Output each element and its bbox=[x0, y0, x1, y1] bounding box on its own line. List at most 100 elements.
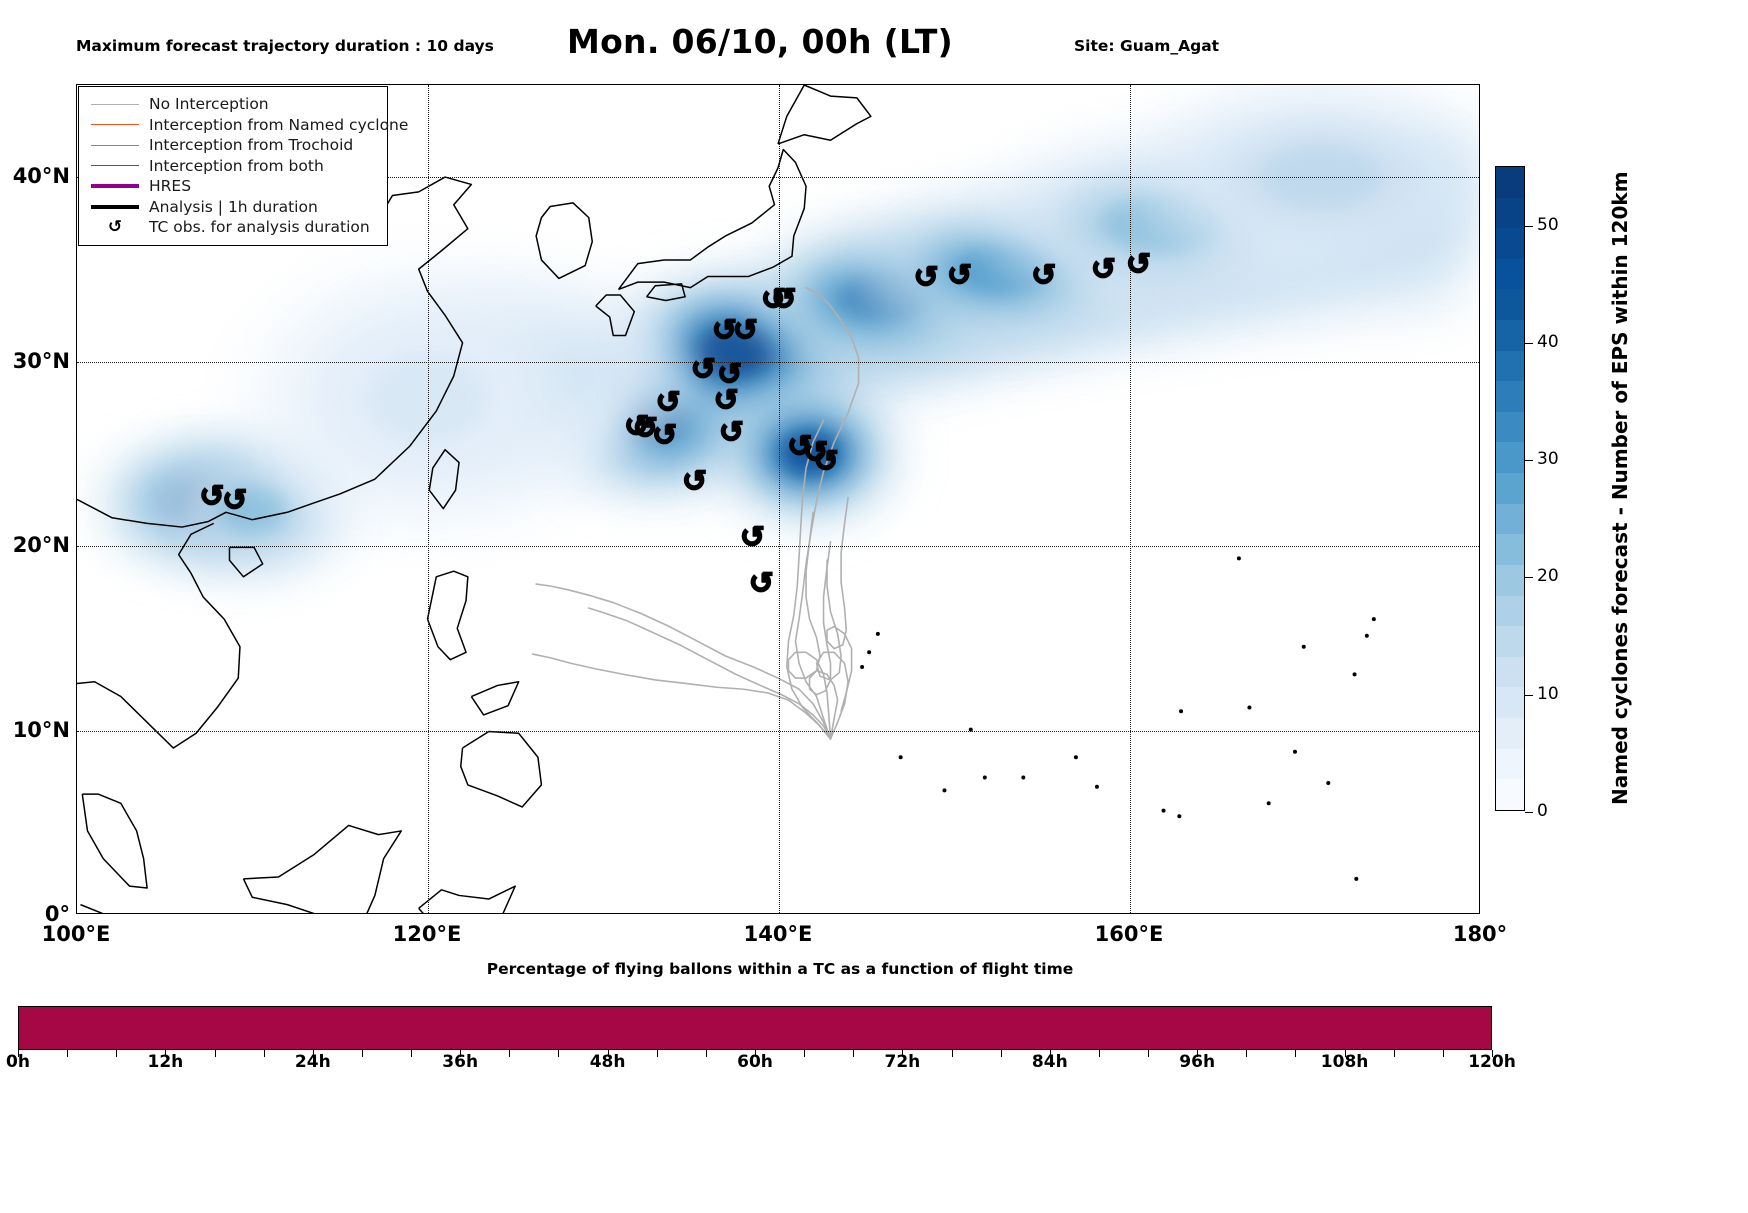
gridline-lon-120 bbox=[428, 85, 429, 913]
flight-time-minor-tick bbox=[755, 1050, 756, 1057]
tc-marker: ↺ bbox=[748, 565, 775, 601]
coastline-segment-13 bbox=[470, 680, 520, 716]
colorbar-segment-6 bbox=[1496, 595, 1524, 627]
map-panel[interactable]: ↺ ↺ ↺ ↺ ↺ ↺ ↺ ↺ ↺ ↺ ↺ ↺ ↺ ↺ ↺ ↺ ↺ ↺ ↺ ↺ ↺ ↺ ↺ ↺ ↺ bbox=[76, 84, 1480, 914]
legend-line-swatch bbox=[91, 204, 139, 209]
legend-item-2[interactable]: Interception from Trochoid bbox=[87, 135, 379, 156]
flight-time-minor-tick bbox=[1246, 1050, 1248, 1057]
island-dot-21 bbox=[1371, 617, 1376, 622]
tc-observation-markers: ↺ ↺ ↺ ↺ ↺ ↺ ↺ ↺ ↺ ↺ ↺ ↺ ↺ ↺ ↺ ↺ ↺ ↺ ↺ ↺ ↺ ↺ ↺ ↺ ↺ bbox=[77, 85, 1479, 913]
flight-time-minor-tick bbox=[1098, 1050, 1100, 1057]
balloon-trajectory-7 bbox=[587, 607, 832, 740]
gridline-lon-140 bbox=[779, 85, 780, 913]
balloon-trajectory-4 bbox=[787, 511, 832, 740]
legend-item-4[interactable]: HRES bbox=[87, 176, 379, 197]
lat-tick-10: 10°N bbox=[12, 717, 70, 742]
island-dot-3 bbox=[898, 755, 903, 760]
legend-line-swatch bbox=[91, 124, 139, 126]
flight-time-tick-0: 0h bbox=[6, 1052, 30, 1072]
flight-time-minor-tick bbox=[1442, 1050, 1444, 1057]
coastline-segment-4 bbox=[645, 283, 686, 302]
flight-time-bar-fill bbox=[19, 1007, 1491, 1049]
colorbar-segment-20 bbox=[1496, 167, 1524, 198]
flight-time-minor-tick bbox=[1344, 1050, 1346, 1057]
tc-marker: ↺ bbox=[690, 351, 717, 387]
island-dot-14 bbox=[1021, 775, 1026, 780]
tc-marker: ↺ bbox=[221, 482, 248, 518]
gridline-lon-160 bbox=[1130, 85, 1131, 913]
colorbar-segment-14 bbox=[1496, 350, 1524, 382]
legend-item-label: Interception from Named cyclone bbox=[149, 115, 409, 134]
island-dot-9 bbox=[1326, 781, 1331, 786]
coastline-segment-2 bbox=[617, 148, 807, 291]
legend-item-5[interactable]: Analysis | 1h duration bbox=[87, 197, 379, 218]
balloon-trajectory-5 bbox=[808, 540, 839, 740]
gridline-lat-40 bbox=[77, 177, 1479, 179]
legend-item-1[interactable]: Interception from Named cyclone bbox=[87, 115, 408, 136]
flight-time-minor-tick bbox=[67, 1050, 69, 1057]
tc-marker: ↺ bbox=[946, 257, 973, 293]
flight-time-minor-tick bbox=[1148, 1050, 1150, 1057]
coastline-segment-12 bbox=[459, 730, 543, 808]
tc-marker: ↺ bbox=[813, 444, 840, 480]
lon-tick-120: 120°E bbox=[392, 922, 462, 946]
site-label: Site: Guam_Agat bbox=[1074, 37, 1220, 56]
flight-time-minor-tick bbox=[705, 1050, 707, 1057]
density-blob-3 bbox=[695, 327, 774, 377]
flight-time-minor-tick bbox=[1295, 1050, 1297, 1057]
flight-time-minor-tick bbox=[1393, 1050, 1395, 1057]
coastline-segment-0 bbox=[77, 176, 473, 528]
flight-time-minor-tick bbox=[460, 1050, 462, 1057]
tc-marker: ↺ bbox=[760, 281, 787, 317]
island-dot-0 bbox=[875, 631, 880, 636]
legend-item-3[interactable]: Interception from both bbox=[87, 156, 379, 177]
colorbar-tick-50: 50 bbox=[1525, 215, 1559, 235]
coastline-segment-5 bbox=[777, 85, 872, 145]
tc-marker: ↺ bbox=[711, 313, 738, 349]
flight-time-minor-tick bbox=[263, 1050, 265, 1057]
coastline-segment-6 bbox=[428, 448, 460, 510]
flight-time-minor-tick bbox=[804, 1050, 806, 1057]
legend-line-swatch bbox=[91, 103, 139, 105]
legend-item-0[interactable]: No Interception bbox=[87, 94, 379, 115]
flight-time-tick-24: 24h bbox=[294, 1052, 331, 1072]
coastline-segment-1 bbox=[535, 202, 594, 280]
colorbar-segment-5 bbox=[1496, 626, 1524, 657]
tc-marker: ↺ bbox=[623, 409, 650, 445]
map-legend[interactable]: No Interception Interception from Named c… bbox=[78, 86, 408, 246]
tc-marker: ↺ bbox=[739, 519, 766, 555]
lat-tick-30: 30°N bbox=[12, 348, 70, 373]
legend-item-label: TC obs. for analysis duration bbox=[149, 218, 370, 237]
lon-tick-180: 180° bbox=[1452, 922, 1508, 946]
tc-marker: ↺ bbox=[1090, 252, 1117, 288]
island-dot-2 bbox=[860, 665, 865, 670]
flight-time-minor-tick bbox=[558, 1050, 560, 1057]
flight-time-minor-tick bbox=[1049, 1050, 1051, 1057]
tc-marker: ↺ bbox=[716, 357, 743, 393]
tc-marker: ↺ bbox=[713, 383, 740, 419]
island-dot-8 bbox=[1292, 749, 1297, 754]
colorbar[interactable] bbox=[1495, 166, 1525, 811]
tc-marker: ↺ bbox=[1125, 246, 1152, 282]
header-left-line-1: Maximum forecast trajectory duration : 1… bbox=[76, 37, 494, 56]
island-dot-4 bbox=[982, 775, 987, 780]
flight-time-tick-72: 72h bbox=[884, 1052, 921, 1072]
tc-marker: ↺ bbox=[718, 414, 745, 450]
flight-time-bar[interactable] bbox=[18, 1006, 1492, 1050]
colorbar-tick-0: 0 bbox=[1525, 801, 1548, 821]
colorbar-segment-13 bbox=[1496, 381, 1524, 412]
island-dot-5 bbox=[1094, 784, 1099, 789]
tc-marker: ↺ bbox=[651, 418, 678, 454]
tc-marker: ↺ bbox=[913, 259, 940, 295]
tc-marker: ↺ bbox=[771, 281, 798, 317]
colorbar-segment-0 bbox=[1496, 779, 1524, 810]
flight-time-tick-96: 96h bbox=[1179, 1052, 1216, 1072]
flight-time-minor-tick bbox=[1197, 1050, 1199, 1057]
colorbar-segment-9 bbox=[1496, 503, 1524, 535]
colorbar-segment-18 bbox=[1496, 228, 1524, 259]
tc-marker: ↺ bbox=[786, 429, 813, 465]
map-canvas: ↺ ↺ ↺ ↺ ↺ ↺ ↺ ↺ ↺ ↺ ↺ ↺ ↺ ↺ ↺ ↺ ↺ ↺ ↺ ↺ ↺ ↺ ↺ ↺ ↺ bbox=[77, 85, 1479, 913]
legend-item-6[interactable]: ↺ TC obs. for analysis duration bbox=[87, 217, 379, 238]
colorbar-segment-15 bbox=[1496, 320, 1524, 351]
coastline-segment-9 bbox=[81, 793, 148, 889]
